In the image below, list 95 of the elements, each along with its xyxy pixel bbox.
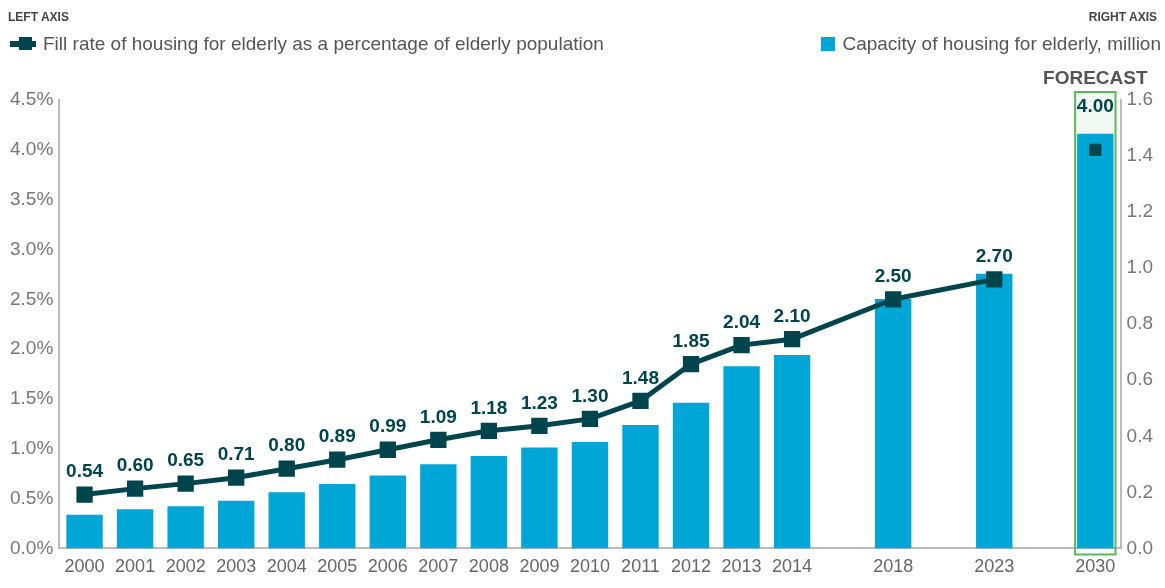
data-label: 2.10 <box>773 304 811 326</box>
point <box>783 330 801 348</box>
text: LEFT AXIS <box>8 10 69 24</box>
bar <box>976 273 1013 549</box>
data-label: 0.99 <box>369 415 407 437</box>
point <box>126 480 144 497</box>
bar <box>116 509 154 549</box>
x-tick-label: 2002 <box>165 556 206 577</box>
y2-tick-label: 0.4 <box>1126 424 1154 446</box>
data-label: 1.30 <box>571 384 609 406</box>
point <box>632 392 649 410</box>
point <box>480 422 498 439</box>
y2-tick-label: 0.2 <box>1126 480 1154 502</box>
bar <box>571 441 609 549</box>
bar <box>369 475 406 549</box>
point <box>581 410 599 428</box>
data-label: 1.48 <box>621 366 659 388</box>
point <box>329 451 346 468</box>
x-tick-label: 2007 <box>418 556 459 577</box>
bar <box>622 425 659 549</box>
legend-label: Fill rate of housing for elderly as a percentage of elderly population <box>43 33 604 55</box>
point <box>379 441 396 458</box>
point <box>986 271 1003 288</box>
x-tick-label: 2003 <box>216 556 257 577</box>
y2-tick-label: 0.0 <box>1126 536 1154 558</box>
data-label: 1.23 <box>520 391 558 413</box>
data-label: 0.65 <box>167 449 205 471</box>
x-tick-label: 2011 <box>621 556 660 577</box>
x-tick-label: 2014 <box>772 556 813 577</box>
x-tick-label: 2004 <box>266 556 307 577</box>
legend-label: Capacity of housing for elderly, million <box>842 33 1161 55</box>
x-tick-label: 2005 <box>317 556 358 577</box>
point <box>228 469 245 486</box>
data-label: 2.04 <box>723 310 761 332</box>
y-tick-label: 3.5% <box>9 187 54 209</box>
bar <box>167 506 204 549</box>
y-tick-label: 4.0% <box>9 138 54 160</box>
point <box>682 355 700 373</box>
point <box>177 475 194 492</box>
x-tick-label: 2010 <box>569 556 610 577</box>
x-tick-label: 2000 <box>64 556 105 577</box>
x-tick-label: 2013 <box>721 556 762 577</box>
data-label: 2.70 <box>975 245 1013 267</box>
bar <box>521 447 558 549</box>
bar <box>268 492 305 549</box>
x-tick-label: 2023 <box>974 556 1015 577</box>
y-tick-label: 0.5% <box>9 486 54 508</box>
data-label: 0.71 <box>217 443 256 465</box>
bar <box>217 500 255 549</box>
y2-tick-label: 1.2 <box>1126 200 1154 222</box>
bar <box>723 366 760 549</box>
point <box>76 486 93 503</box>
bar <box>470 455 508 549</box>
x-tick-label: 2030 <box>1075 556 1116 577</box>
data-label: 0.54 <box>66 460 104 482</box>
point <box>1089 143 1102 156</box>
point <box>733 336 750 354</box>
y-tick-label: 2.0% <box>9 337 54 359</box>
y-tick-label: 2.5% <box>9 287 54 309</box>
data-label: 1.85 <box>672 329 710 351</box>
x-tick-label: 2001 <box>115 556 156 577</box>
x-tick-label: 2012 <box>671 556 712 577</box>
data-label: 2.50 <box>874 265 912 287</box>
x-tick-label: 2018 <box>873 556 914 577</box>
y-tick-label: 1.5% <box>9 387 54 409</box>
band-label: FORECAST <box>1043 66 1148 88</box>
bar <box>420 464 457 549</box>
data-label: 1.09 <box>419 405 457 427</box>
bar <box>874 298 912 549</box>
text: RIGHT AXIS <box>1088 10 1157 24</box>
y-tick-label: 1.0% <box>9 436 54 458</box>
bar <box>66 514 103 549</box>
data-label: 0.60 <box>116 454 154 476</box>
y2-tick-label: 1.4 <box>1126 144 1154 166</box>
x-tick-label: 2008 <box>468 556 509 577</box>
point <box>430 431 447 448</box>
bar <box>672 402 710 549</box>
bar <box>773 355 811 549</box>
point <box>531 417 548 434</box>
y2-tick-label: 0.6 <box>1126 368 1154 390</box>
y-tick-label: 0.0% <box>9 536 54 558</box>
y2-tick-label: 1.0 <box>1126 256 1154 278</box>
y2-tick-label: 1.6 <box>1126 88 1154 110</box>
y-tick-label: 4.5% <box>9 88 54 110</box>
y-tick-label: 3.0% <box>9 237 54 259</box>
point <box>278 460 295 477</box>
data-label: 4.00 <box>1076 94 1114 116</box>
y2-tick-label: 0.8 <box>1126 312 1154 334</box>
data-label: 0.89 <box>318 425 356 447</box>
x-tick-label: 2009 <box>519 556 560 577</box>
data-label: 1.18 <box>470 396 508 418</box>
data-label: 0.80 <box>268 434 306 456</box>
bar <box>319 483 356 549</box>
point <box>885 291 902 308</box>
x-tick-label: 2006 <box>367 556 408 577</box>
